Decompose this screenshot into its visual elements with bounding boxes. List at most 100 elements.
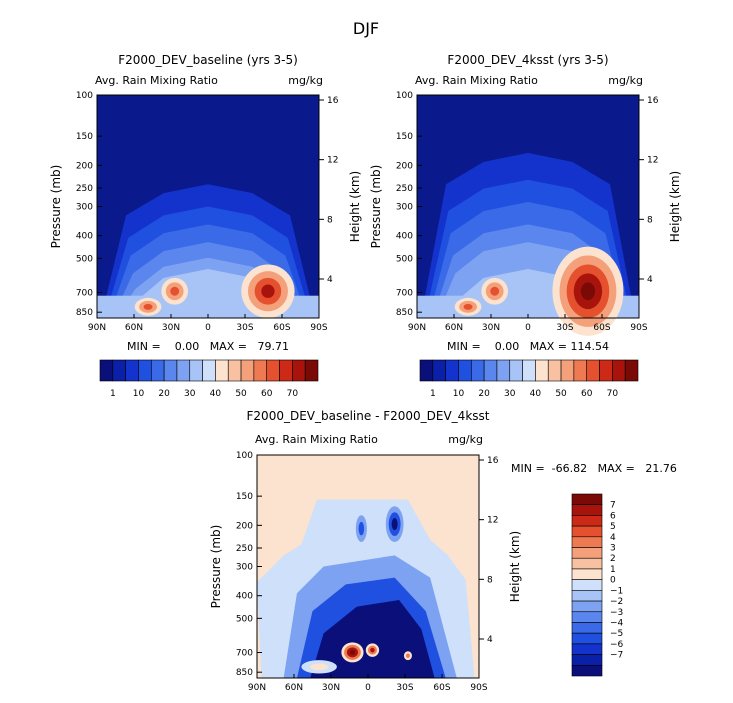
- panel-difference: F2000_DEV_baseline - F2000_DEV_4ksst Avg.…: [209, 409, 677, 693]
- panel-subtitle-right: mg/kg: [608, 74, 643, 87]
- colorbar-swatch: [571, 579, 603, 591]
- colorbar-swatch: [547, 359, 562, 382]
- panel-subtitle-right: mg/kg: [288, 74, 323, 87]
- x-tick-label: 90N: [248, 683, 266, 693]
- figure-title: DJF: [353, 19, 379, 38]
- colorbar-swatch: [240, 359, 255, 382]
- colorbar-swatch: [571, 643, 603, 655]
- colorbar-swatch: [571, 600, 603, 613]
- y-tick-label: 100: [236, 451, 253, 461]
- colorbar-swatch: [266, 359, 280, 382]
- y-tick-label: 700: [76, 288, 93, 298]
- y-tick-label: 250: [396, 184, 413, 194]
- field-contour: [257, 599, 479, 678]
- colorbar-swatch: [125, 359, 139, 382]
- y-tick-label: 200: [396, 161, 413, 171]
- min-max-stats: MIN = 0.00 MAX = 79.71: [127, 340, 289, 353]
- colorbar-label: 2: [610, 554, 616, 564]
- panel-subtitle-right: mg/kg: [448, 433, 483, 446]
- y-tick-label: 200: [76, 161, 93, 171]
- field-maximum: [370, 647, 375, 653]
- colorbar-label: 30: [184, 389, 196, 399]
- colorbar-swatch: [445, 359, 459, 382]
- x-tick-label: 60N: [285, 683, 303, 693]
- colorbar-swatch: [292, 359, 306, 382]
- colorbar-swatch: [586, 359, 600, 382]
- y2-tick-label: 4: [487, 635, 493, 645]
- colorbar-swatch: [509, 359, 523, 382]
- colorbar-label: 30: [504, 389, 516, 399]
- x-tick-label: 0: [205, 323, 211, 333]
- y-tick-label: 250: [236, 544, 253, 554]
- y2-tick-label: 12: [487, 516, 498, 526]
- field-maximum: [261, 284, 275, 298]
- colorbar-swatch: [571, 525, 603, 538]
- x-tick-label: 90S: [470, 683, 487, 693]
- y2-tick-label: 8: [487, 575, 493, 585]
- x-tick-label: 60S: [593, 323, 610, 333]
- colorbar-label: 60: [261, 389, 273, 399]
- colorbar-swatch: [571, 547, 603, 559]
- y2-tick-label: 12: [327, 156, 338, 166]
- y2-tick-label: 4: [647, 275, 653, 285]
- x-tick-label: 90N: [408, 323, 426, 333]
- field-maximum: [580, 282, 596, 301]
- y2-axis-label: Height (km): [668, 171, 682, 242]
- y-tick-label: 500: [236, 614, 253, 624]
- x-tick-label: 60N: [125, 323, 143, 333]
- panel-title: F2000_DEV_baseline - F2000_DEV_4ksst: [247, 409, 490, 423]
- field-minimum: [391, 518, 398, 531]
- y2-tick-label: 8: [647, 215, 653, 225]
- colorbar-label: −6: [610, 640, 624, 650]
- field-maximum: [463, 303, 473, 310]
- colorbar-swatch: [176, 359, 191, 382]
- colorbar-label: 0: [610, 576, 616, 586]
- x-tick-label: 30N: [482, 323, 500, 333]
- x-tick-label: 30N: [162, 323, 180, 333]
- colorbar-swatch: [560, 359, 575, 382]
- field-minimum: [358, 521, 365, 536]
- y-tick-label: 300: [236, 563, 253, 573]
- colorbar-swatch: [535, 359, 549, 382]
- colorbar-swatch: [215, 359, 229, 382]
- y-axis-label: Pressure (mb): [369, 165, 383, 249]
- colorbar-swatch: [571, 611, 603, 623]
- y-tick-label: 700: [396, 288, 413, 298]
- y-tick-label: 100: [76, 91, 93, 101]
- x-tick-label: 0: [525, 323, 531, 333]
- colorbar-swatch: [138, 359, 152, 382]
- panel-title: F2000_DEV_baseline (yrs 3-5): [118, 53, 298, 67]
- colorbar-swatch: [571, 515, 603, 527]
- colorbar-label: −1: [610, 586, 623, 596]
- colorbar-swatch: [571, 590, 603, 602]
- y2-tick-label: 12: [647, 156, 658, 166]
- y-tick-label: 700: [236, 648, 253, 658]
- y-tick-label: 400: [76, 232, 93, 242]
- colorbar-label: 40: [210, 389, 222, 399]
- y-tick-label: 300: [396, 203, 413, 213]
- field-maximum: [143, 303, 153, 310]
- min-max-stats: MIN = 0.00 MAX = 114.54: [447, 340, 609, 353]
- colorbar-swatch: [202, 359, 216, 382]
- y-tick-label: 150: [396, 132, 413, 142]
- colorbar-swatch: [573, 359, 588, 382]
- colorbar-swatch: [571, 557, 603, 570]
- colorbar-swatch: [112, 359, 126, 382]
- colorbar-swatch: [571, 504, 603, 516]
- x-tick-label: 30S: [396, 683, 413, 693]
- colorbar-label: 10: [453, 389, 465, 399]
- colorbar-label: 3: [610, 544, 616, 554]
- y-tick-label: 500: [76, 254, 93, 264]
- colorbar-label: 40: [530, 389, 542, 399]
- panel-title: F2000_DEV_4ksst (yrs 3-5): [447, 53, 608, 67]
- y2-tick-label: 8: [327, 215, 333, 225]
- x-tick-label: 90S: [630, 323, 647, 333]
- colorbar-swatch: [419, 359, 434, 382]
- panel-baseline: F2000_DEV_baseline (yrs 3-5) Avg. Rain Mi…: [49, 53, 362, 399]
- y-tick-label: 150: [76, 132, 93, 142]
- field-maximum: [349, 649, 356, 655]
- x-tick-label: 30N: [322, 683, 340, 693]
- x-tick-label: 90N: [88, 323, 106, 333]
- colorbar-label: 4: [610, 533, 616, 543]
- colorbar-swatch: [432, 359, 446, 382]
